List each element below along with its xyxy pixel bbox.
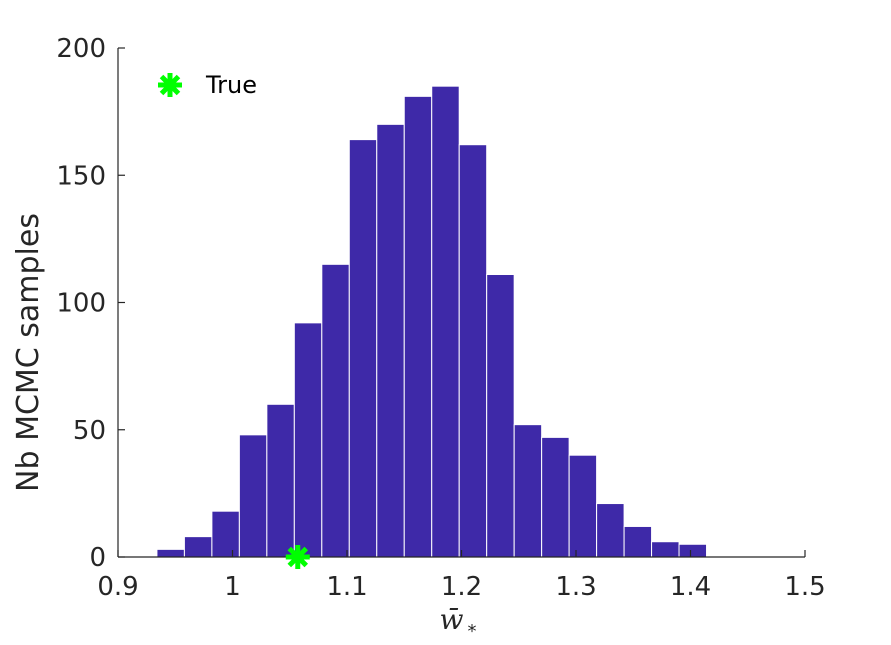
x-tick-label: 1.5 [784,572,825,602]
x-tick-label: 1.4 [670,572,711,602]
histogram-bar-16 [596,503,625,558]
legend: True [158,71,257,99]
histogram-bar-10 [431,85,460,558]
histogram-bar-12 [486,274,515,558]
histogram-bar-7 [348,139,378,558]
histogram-bar-14 [541,436,570,558]
histogram-bar-18 [651,541,680,558]
legend-asterisk [158,73,182,97]
x-tick-label: 1.2 [441,572,482,602]
x-tick-label: 1 [224,572,241,602]
y-tick-label: 50 [73,416,106,446]
legend-true-label: True [205,71,257,99]
y-tick-label: 100 [56,289,106,319]
histogram-bar-0 [156,548,185,558]
x-axis-label-subscript: * [468,621,477,642]
bars-group [156,85,708,558]
x-tick-label: 1.3 [555,572,596,602]
histogram-bar-2 [211,510,240,558]
histogram-bar-1 [183,536,213,558]
histogram-bar-19 [678,543,708,558]
x-axis-label-main: w̄ [440,603,464,636]
y-tick-label: 200 [56,34,106,64]
histogram-bar-8 [376,123,405,558]
y-axis-label: Nb MCMC samples [11,213,46,492]
histogram-bar-11 [458,144,488,558]
histogram-bar-5 [293,322,323,558]
histogram-bar-9 [403,95,433,558]
y-tick-label: 150 [56,161,106,191]
histogram-bar-3 [238,434,268,558]
histogram-bar-6 [321,263,350,558]
x-ticks-group: 0.9 1 1.1 1.2 1.3 1.4 1.5 [97,550,826,602]
histogram-bar-17 [623,525,653,558]
y-tick-label: 0 [89,543,106,573]
x-axis-label: w̄ * [440,603,477,642]
histogram-bar-4 [266,403,295,558]
true-marker-asterisk [285,545,310,569]
histogram-bar-13 [513,424,543,558]
histogram-bar-15 [568,454,598,558]
x-tick-label: 1.1 [326,572,367,602]
true-value-marker [285,545,310,569]
x-tick-label: 0.9 [97,572,138,602]
y-ticks-group: 0 50 100 150 200 [56,34,125,573]
legend-true-marker-icon [158,73,182,97]
